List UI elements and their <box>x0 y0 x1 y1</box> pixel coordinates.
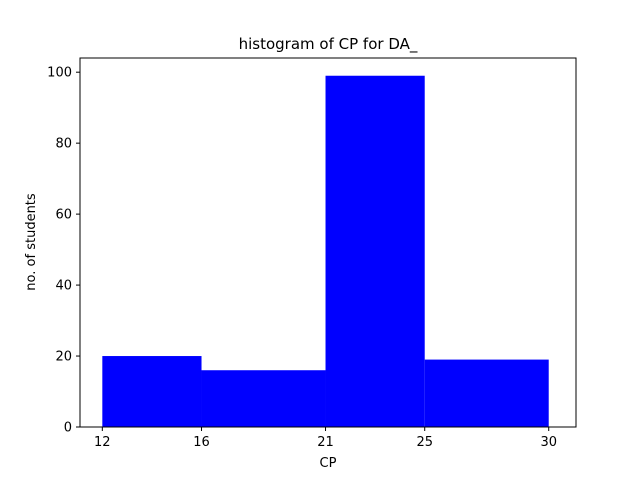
x-ticks-group: 12 16 21 25 30 <box>94 427 557 450</box>
bars-group <box>102 75 549 427</box>
x-tick-label-1: 16 <box>193 435 210 450</box>
x-tick-label-4: 30 <box>540 435 557 450</box>
x-axis-label: CP <box>320 456 337 471</box>
y-tick-label-4: 80 <box>55 137 72 152</box>
x-tick-label-2: 21 <box>317 435 334 450</box>
y-tick-label-3: 60 <box>55 208 72 223</box>
y-tick-label-5: 100 <box>47 66 72 81</box>
histogram-bar-2 <box>325 75 425 427</box>
histogram-bar-1 <box>201 370 326 427</box>
x-tick-label-3: 25 <box>416 435 433 450</box>
y-axis-label: no. of students <box>24 193 39 291</box>
histogram-bar-0 <box>102 356 202 427</box>
y-ticks-group: 0 20 40 60 80 100 <box>47 66 80 436</box>
histogram-bar-3 <box>424 359 549 427</box>
x-tick-label-0: 12 <box>94 435 111 450</box>
y-tick-label-2: 40 <box>55 279 72 294</box>
y-tick-label-1: 20 <box>55 350 72 365</box>
y-tick-label-0: 0 <box>64 421 72 436</box>
axes-frame <box>79 57 577 428</box>
chart-title: histogram of CP for DA_ <box>239 35 418 54</box>
